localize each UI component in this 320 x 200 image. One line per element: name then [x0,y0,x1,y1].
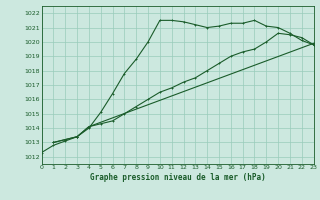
X-axis label: Graphe pression niveau de la mer (hPa): Graphe pression niveau de la mer (hPa) [90,173,266,182]
